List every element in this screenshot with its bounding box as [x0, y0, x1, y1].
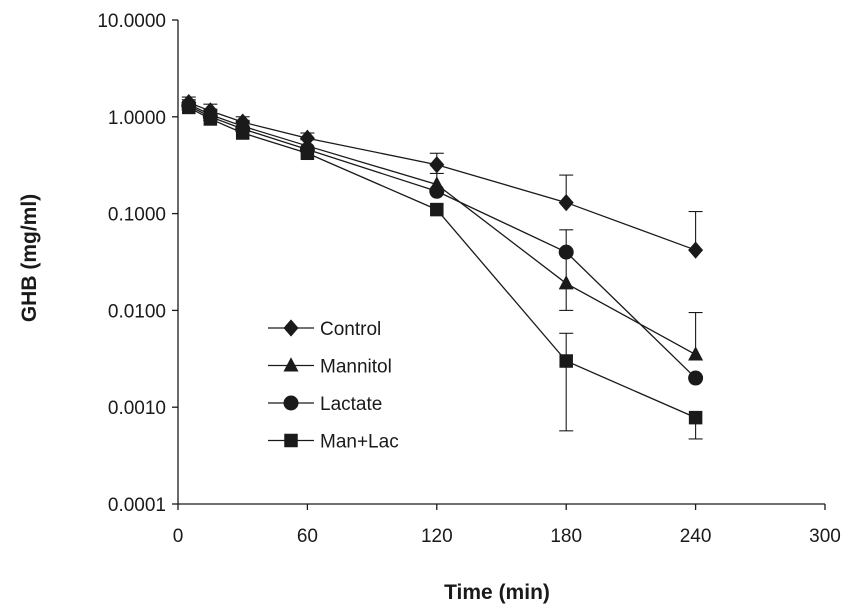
data-point	[300, 146, 315, 161]
y-tick-label: 0.0010	[108, 398, 166, 419]
data-point	[558, 275, 574, 290]
series-mannitol	[181, 95, 704, 361]
legend-label: Lactate	[320, 394, 382, 415]
x-axis-title: Time (min)	[444, 581, 550, 604]
x-tick-label: 300	[809, 526, 841, 547]
x-tick-label: 0	[173, 526, 184, 547]
legend-label: Man+Lac	[320, 432, 399, 453]
y-axis-title: GHB (mg/ml)	[18, 194, 41, 322]
legend-label: Mannitol	[320, 357, 392, 378]
x-tick-label: 240	[680, 526, 712, 547]
legend-marker	[283, 395, 299, 411]
legend-marker	[283, 319, 299, 337]
data-point	[688, 370, 704, 386]
legend-label: Control	[320, 319, 381, 340]
y-tick-label: 0.0001	[108, 495, 166, 516]
y-tick-label: 10.0000	[97, 11, 166, 32]
series-lactate	[181, 98, 704, 386]
data-point	[235, 126, 250, 140]
data-point	[688, 346, 704, 361]
y-tick-label: 0.1000	[108, 205, 166, 226]
legend-marker	[283, 357, 299, 372]
legend-item-control: Control	[268, 319, 381, 340]
x-tick-label: 60	[297, 526, 318, 547]
data-point	[182, 100, 196, 115]
data-point	[429, 183, 445, 199]
series-man-lac	[182, 100, 703, 440]
data-point	[559, 354, 573, 368]
data-point	[558, 193, 574, 212]
data-point	[430, 202, 444, 217]
data-point	[688, 410, 703, 425]
legend-item-man-lac: Man+Lac	[268, 432, 399, 453]
x-tick-label: 120	[421, 526, 453, 547]
series-line-lactate	[188, 105, 697, 379]
axes: 10.0000 1.0000 0.1000 0.0100 0.0010 0.0001 0 60…	[97, 11, 841, 547]
series-line-mannitol	[188, 103, 696, 356]
y-tick-label: 1.0000	[108, 108, 166, 129]
plot-area	[181, 94, 704, 440]
series-line-man-lac	[188, 106, 696, 419]
data-point	[558, 244, 574, 260]
legend: Control Mannitol Lactate Man+Lac	[268, 319, 399, 453]
data-point	[688, 241, 704, 259]
legend-marker	[284, 433, 298, 448]
data-point	[429, 156, 445, 174]
x-tick-label: 180	[550, 526, 582, 547]
legend-item-lactate: Lactate	[268, 394, 382, 415]
legend-item-mannitol: Mannitol	[268, 357, 392, 378]
series-control	[181, 94, 704, 259]
series-line-control	[188, 102, 696, 251]
data-point	[203, 112, 218, 126]
y-tick-label: 0.0100	[108, 301, 166, 322]
